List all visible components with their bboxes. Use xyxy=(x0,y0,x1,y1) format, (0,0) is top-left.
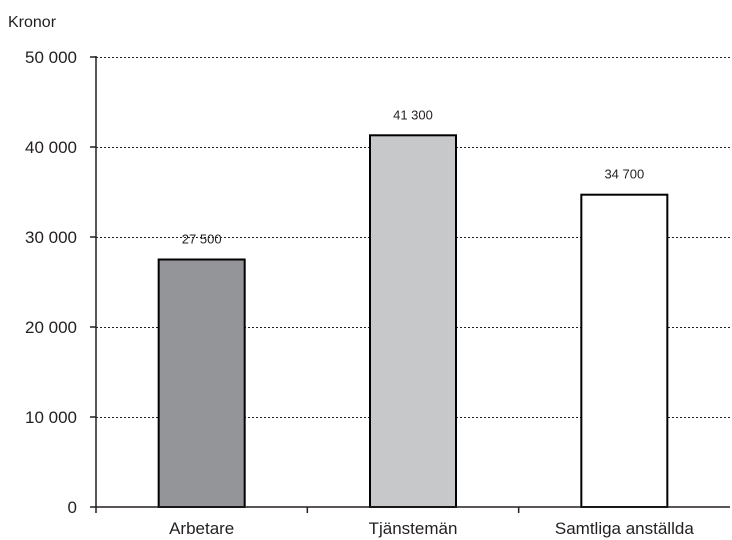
y-tick-label: 0 xyxy=(68,498,77,517)
x-category-label: Arbetare xyxy=(169,519,234,538)
bar-tj-nstem-n xyxy=(369,134,457,509)
y-axis-ticks: 0 10 000 20 000 30 000 40 000 50 000 xyxy=(25,48,96,517)
data-labels: 27 500 41 300 34 700 xyxy=(182,107,644,246)
x-category-label: Samtliga anställda xyxy=(555,519,694,538)
x-axis-labels: Arbetare Tjänstemän Samtliga anställda xyxy=(169,519,694,538)
x-category-label: Tjänstemän xyxy=(369,519,458,538)
bar-value-label: 34 700 xyxy=(604,167,644,182)
y-tick-label: 20 000 xyxy=(25,318,77,337)
bar-value-label: 27 500 xyxy=(182,232,222,247)
bar-samtliga-anst-llda xyxy=(580,193,669,508)
bar-arbetare xyxy=(157,258,246,508)
y-tick-label: 10 000 xyxy=(25,408,77,427)
y-tick-label: 40 000 xyxy=(25,138,77,157)
bar-value-label: 41 300 xyxy=(393,107,433,122)
axes xyxy=(95,56,730,513)
y-axis-unit-label: Kronor xyxy=(8,14,57,31)
bars xyxy=(157,134,669,509)
y-tick-label: 50 000 xyxy=(25,48,77,67)
y-tick-label: 30 000 xyxy=(25,228,77,247)
